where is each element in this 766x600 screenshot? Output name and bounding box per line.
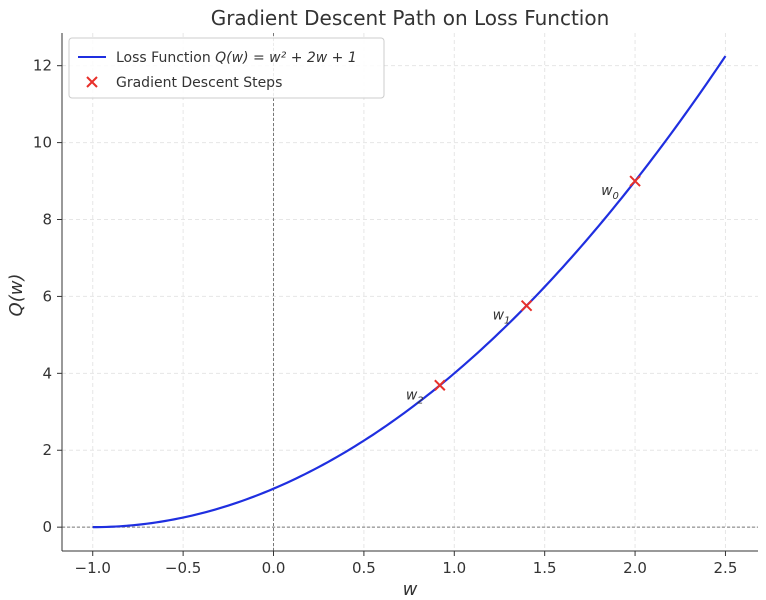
legend-scatter-label: Gradient Descent Steps (116, 75, 282, 91)
x-tick-label: 2.0 (623, 559, 647, 577)
y-tick-label: 0 (42, 518, 52, 536)
gradient-step-label: w0 (601, 183, 619, 202)
axes (61, 33, 758, 552)
legend-line-label: Loss Function Q(w) = w² + 2w + 1 (116, 50, 357, 66)
gradient-step-marker (629, 175, 641, 187)
y-tick-label: 6 (42, 287, 52, 305)
y-tick-label: 8 (42, 211, 52, 229)
gradient-step-marker (434, 379, 446, 391)
y-tick-label: 10 (33, 134, 52, 152)
x-axis-label: w (403, 579, 418, 600)
y-tick-label: 12 (33, 57, 52, 75)
x-tick-label: 2.5 (714, 559, 738, 577)
legend-scatter-swatch (86, 76, 98, 88)
series: w0 w1 w2 (92, 55, 727, 529)
marker-stroke (520, 299, 533, 312)
reference-lines (62, 33, 758, 551)
x-tick-label: 1.5 (533, 559, 557, 577)
y-tick-label: 2 (42, 441, 52, 459)
legend: Loss Function Q(w) = w² + 2w + 1 Gradien… (68, 37, 385, 99)
x-tick-label: −1.0 (75, 559, 111, 577)
x-tick-label: 1.0 (442, 559, 466, 577)
x-tick-label: 0.0 (262, 559, 286, 577)
marker-stroke (434, 379, 446, 391)
legend-box (68, 37, 385, 99)
ticks: −1.0 −0.5 0.0 0.5 1.0 1.5 2.0 2.5 0 2 4 6 8 10 12 (33, 57, 737, 577)
x-tick-label: 0.5 (352, 559, 376, 577)
marker-stroke (629, 175, 641, 187)
gradient-step-marker (520, 299, 533, 312)
gradient-step-label: w1 (493, 308, 511, 327)
chart-title: Gradient Descent Path on Loss Function (211, 6, 610, 30)
grid (62, 33, 758, 551)
gradient-step-label: w2 (406, 387, 424, 406)
y-tick-label: 4 (42, 364, 52, 382)
y-axis-label: Q(w) (6, 274, 27, 317)
x-tick-label: −0.5 (165, 559, 201, 577)
loss-function-line (92, 55, 727, 529)
